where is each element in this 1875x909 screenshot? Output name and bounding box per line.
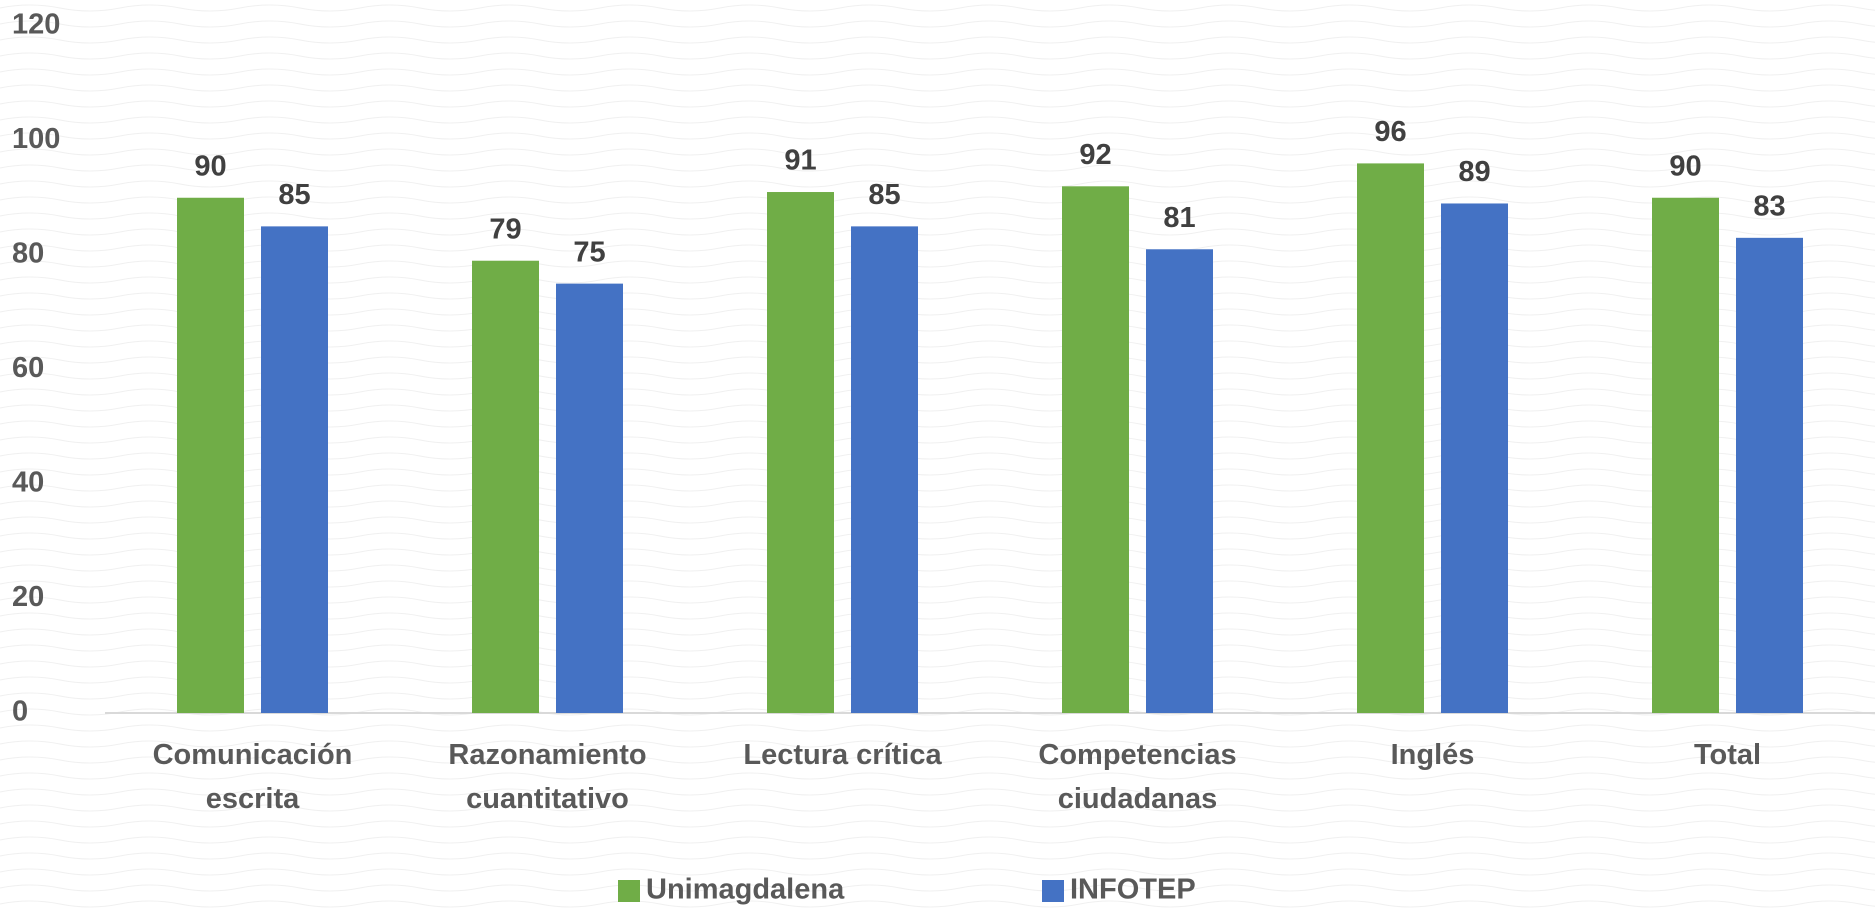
bar: [177, 197, 244, 713]
bar: [767, 192, 834, 713]
data-label: 85: [278, 179, 310, 211]
data-label: 79: [489, 213, 521, 245]
bar: [1062, 186, 1129, 714]
bar: [1441, 203, 1508, 713]
data-label: 90: [1669, 150, 1701, 182]
x-tick-label: Inglés: [1390, 739, 1475, 771]
y-tick-label: 120: [12, 9, 60, 41]
x-tick-label: Comunicación escrita: [152, 739, 353, 815]
legend-swatch: [1042, 880, 1064, 902]
data-label: 91: [784, 145, 816, 177]
data-label: 92: [1079, 139, 1111, 171]
y-tick-label: 60: [12, 352, 44, 384]
data-label: 96: [1374, 116, 1406, 148]
y-tick-label: 100: [12, 123, 60, 155]
bar: [556, 283, 623, 713]
data-label: 85: [868, 179, 900, 211]
y-tick-label: 20: [12, 581, 44, 613]
legend-label: Unimagdalena: [646, 874, 845, 906]
bar: [1146, 249, 1213, 713]
data-label: 81: [1163, 202, 1195, 234]
data-label: 75: [573, 236, 605, 268]
y-tick-label: 0: [12, 696, 28, 728]
bar: [1736, 237, 1803, 713]
bar: [1652, 197, 1719, 713]
data-label: 90: [194, 150, 226, 182]
legend-label: INFOTEP: [1070, 874, 1196, 906]
bar: [261, 226, 328, 713]
y-tick-label: 40: [12, 467, 44, 499]
data-label: 89: [1458, 156, 1490, 188]
x-tick-label: Lectura crítica: [743, 739, 942, 771]
y-tick-label: 80: [12, 238, 44, 270]
bar: [1357, 163, 1424, 713]
x-tick-label: Competencias ciudadanas: [1038, 739, 1237, 815]
x-tick-label: Razonamiento cuantitativo: [448, 739, 647, 815]
bar: [472, 260, 539, 713]
x-tick-label: Total: [1693, 739, 1762, 771]
bar: [851, 226, 918, 713]
legend-swatch: [618, 880, 640, 902]
data-label: 83: [1753, 190, 1785, 222]
